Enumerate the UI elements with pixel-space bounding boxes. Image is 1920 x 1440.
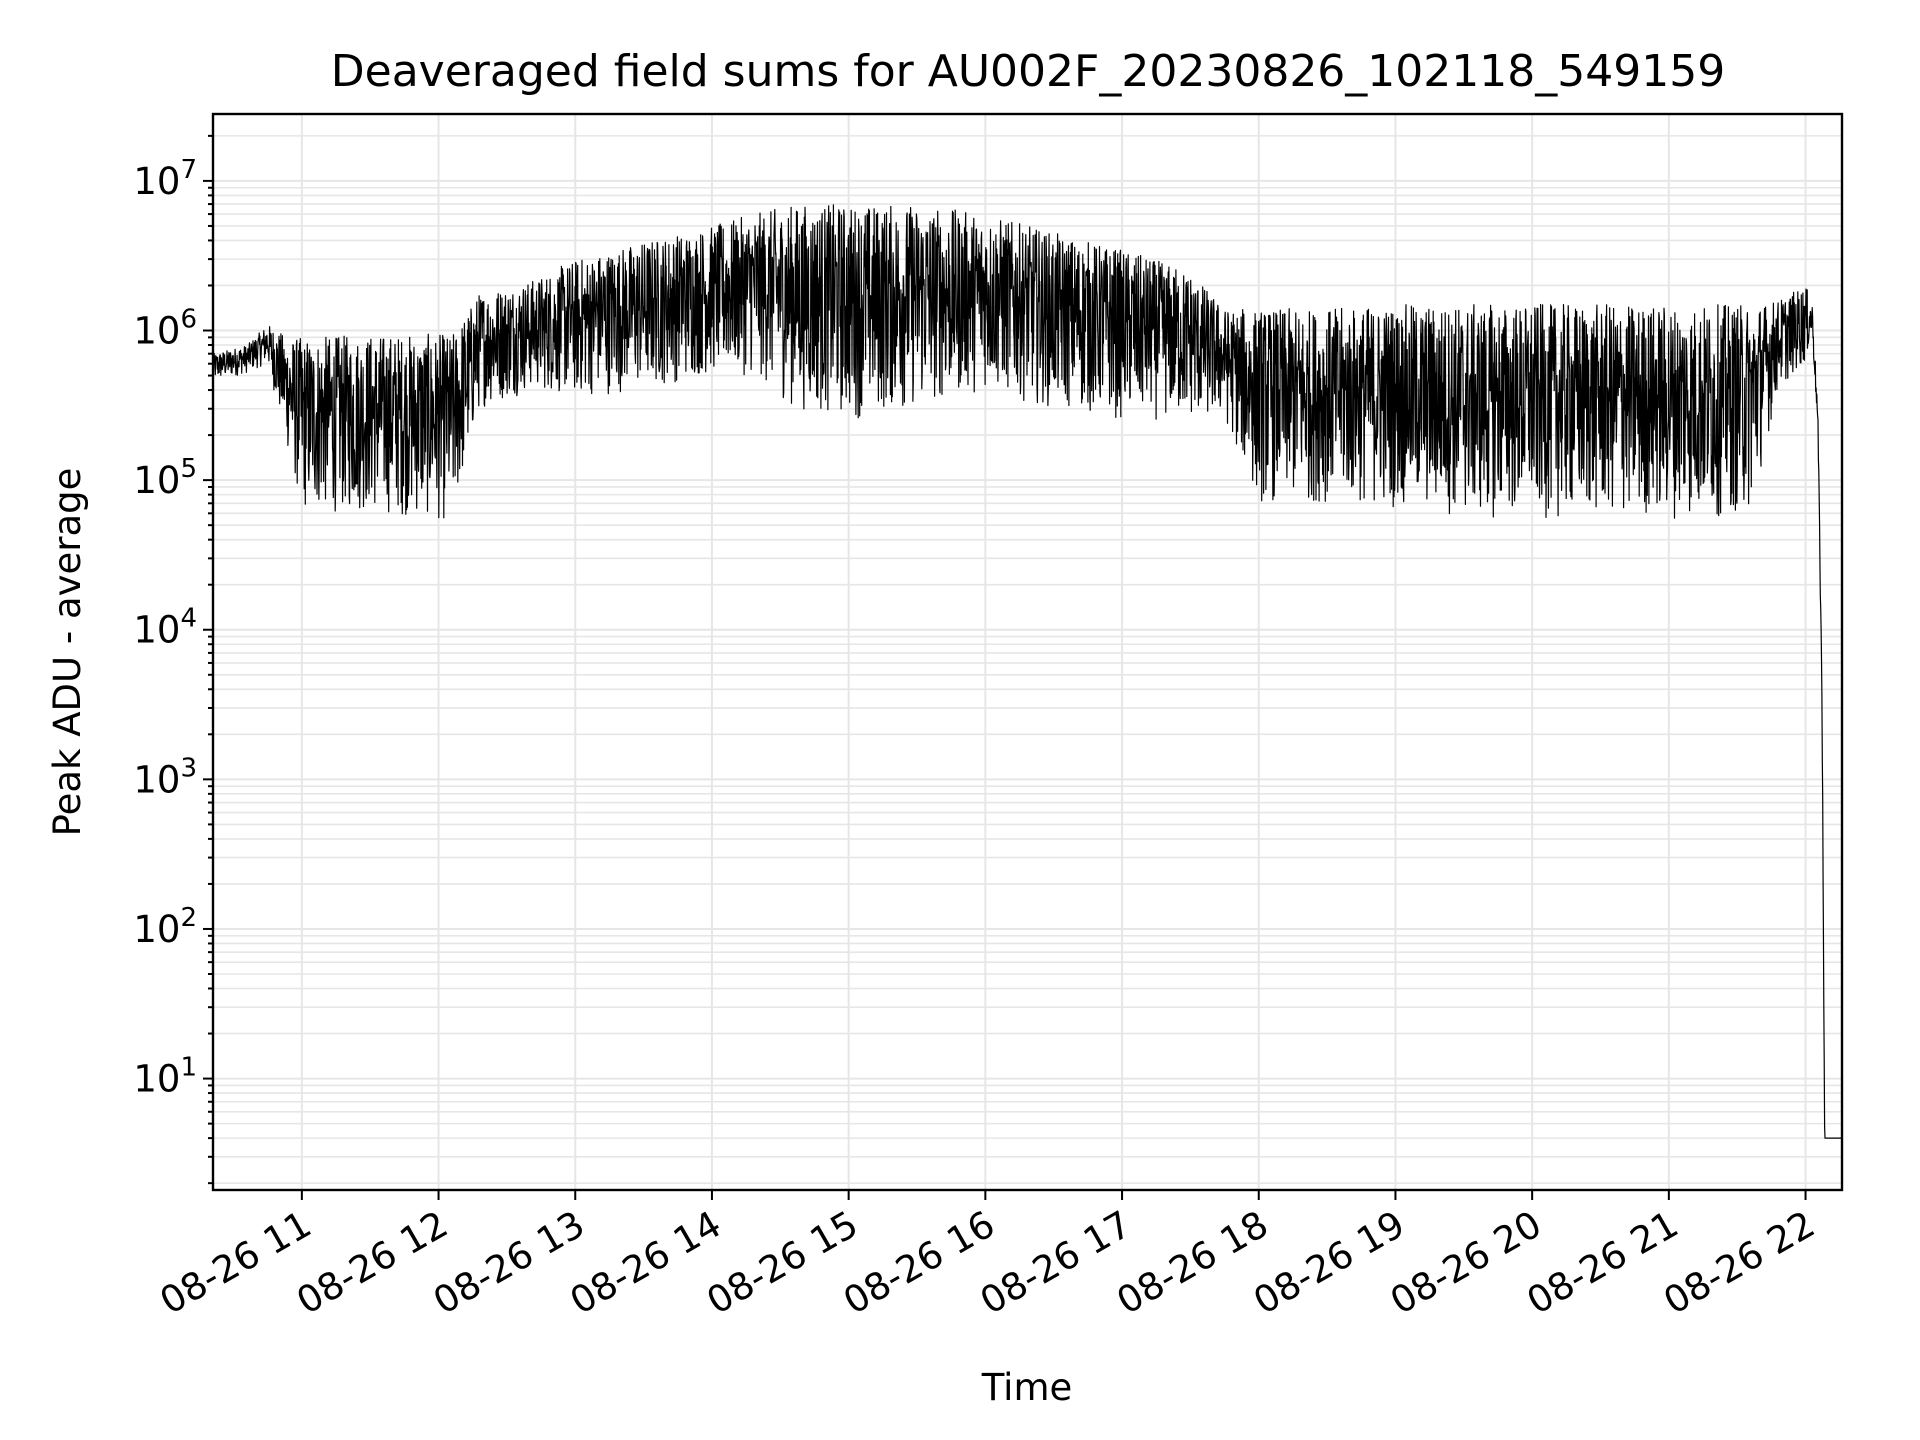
y-tick-label: 103 [133, 753, 197, 801]
x-tick-label: 08-26 19 [1246, 1203, 1412, 1323]
chart-title: Deaveraged field sums for AU002F_2023082… [331, 46, 1725, 97]
y-axis-label: Peak ADU - average [46, 468, 89, 837]
y-tick-label: 102 [133, 903, 197, 951]
series-layer [212, 204, 1843, 1139]
y-tick-label: 106 [133, 305, 197, 353]
x-tick-label: 08-26 12 [289, 1203, 455, 1323]
x-tick-label: 08-26 15 [700, 1203, 866, 1323]
x-tick-label: 08-26 18 [1110, 1203, 1276, 1323]
y-tick-label: 101 [133, 1053, 197, 1101]
x-tick-label: 08-26 11 [153, 1203, 319, 1323]
x-tick-label: 08-26 16 [836, 1203, 1002, 1323]
x-tick-label: 08-26 13 [426, 1203, 592, 1323]
y-tick-label: 107 [133, 155, 197, 203]
x-axis-label: Time [981, 1366, 1073, 1409]
series-line [212, 204, 1843, 1139]
x-tick-label: 08-26 20 [1383, 1203, 1549, 1323]
y-tick-label: 105 [133, 454, 197, 502]
y-axis: 101 102 103 104 105 106 107 [133, 134, 213, 1185]
x-tick-label: 08-26 22 [1656, 1203, 1822, 1323]
x-tick-label: 08-26 21 [1520, 1203, 1686, 1323]
y-tick-label: 104 [133, 604, 197, 652]
x-tick-label: 08-26 17 [973, 1203, 1139, 1323]
x-tick-label: 08-26 14 [563, 1203, 729, 1323]
